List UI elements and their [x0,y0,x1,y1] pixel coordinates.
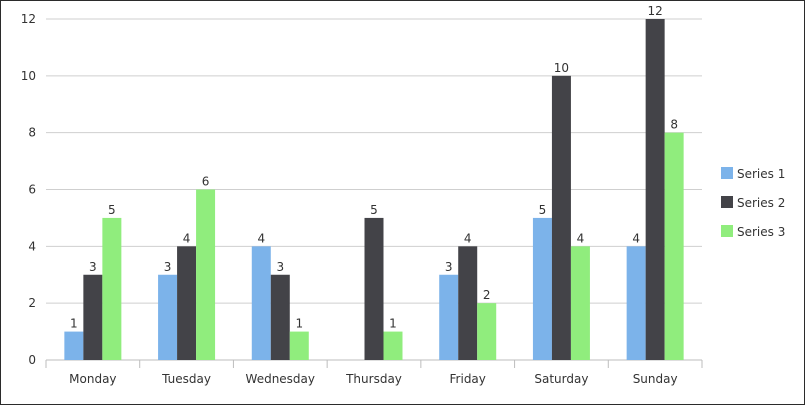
data-label: 1 [389,317,397,331]
bar[interactable] [64,331,84,360]
legend-swatch[interactable] [721,167,733,179]
bar[interactable] [551,75,571,360]
bar-series [64,19,684,361]
data-label: 4 [632,231,640,245]
bar[interactable] [364,217,384,360]
data-label: 4 [464,231,472,245]
data-label: 4 [183,231,191,245]
data-label: 4 [577,231,585,245]
bar[interactable] [83,274,103,360]
x-tick-label: Thursday [345,372,402,386]
bar[interactable] [477,303,497,360]
bar[interactable] [177,246,197,360]
y-tick-label: 6 [28,183,36,197]
y-tick-label: 12 [21,12,36,26]
y-tick-label: 2 [28,296,36,310]
data-label: 3 [164,260,172,274]
legend-label[interactable]: Series 3 [737,225,785,239]
bar[interactable] [532,217,552,360]
data-label: 6 [202,175,210,189]
bar[interactable] [383,331,403,360]
data-label: 1 [70,317,78,331]
bar[interactable] [289,331,309,360]
y-tick-label: 4 [28,239,36,253]
data-label: 5 [539,203,547,217]
legend-label[interactable]: Series 2 [737,196,785,210]
bar[interactable] [270,274,290,360]
bar[interactable] [251,246,271,360]
data-label: 3 [276,260,284,274]
data-label: 1 [295,317,303,331]
data-label: 3 [445,260,453,274]
x-tick-label: Monday [69,372,116,386]
data-label: 8 [670,118,678,132]
data-label: 4 [257,231,265,245]
y-tick-label: 10 [21,69,36,83]
y-axis: 0 2 4 6 8 10 12 [21,12,36,367]
y-tick-label: 8 [28,126,36,140]
data-label: 3 [89,260,97,274]
data-label: 10 [554,61,569,75]
bar[interactable] [196,189,216,361]
bar[interactable] [626,246,646,360]
data-label: 12 [648,4,663,18]
bar[interactable] [439,274,459,360]
legend-label[interactable]: Series 1 [737,167,785,181]
x-tick-label: Friday [450,372,486,386]
data-label: 5 [108,203,116,217]
x-tick-label: Tuesday [161,372,211,386]
bar[interactable] [458,246,478,360]
x-axis: Monday Tuesday Wednesday Thursday Friday Satu… [45,359,703,386]
data-label: 5 [370,203,378,217]
y-tick-label: 0 [28,353,36,367]
legend[interactable]: Series 1 Series 2 Series 3 [721,167,785,239]
x-tick-label: Wednesday [246,372,315,386]
bar[interactable] [570,246,590,360]
bar[interactable] [664,132,684,360]
bar[interactable] [158,274,178,360]
bar[interactable] [102,217,122,360]
data-label: 2 [483,288,491,302]
legend-swatch[interactable] [721,225,733,237]
x-tick-label: Saturday [534,372,588,386]
legend-swatch[interactable] [721,196,733,208]
bar[interactable] [645,19,665,360]
x-tick-label: Sunday [633,372,678,386]
